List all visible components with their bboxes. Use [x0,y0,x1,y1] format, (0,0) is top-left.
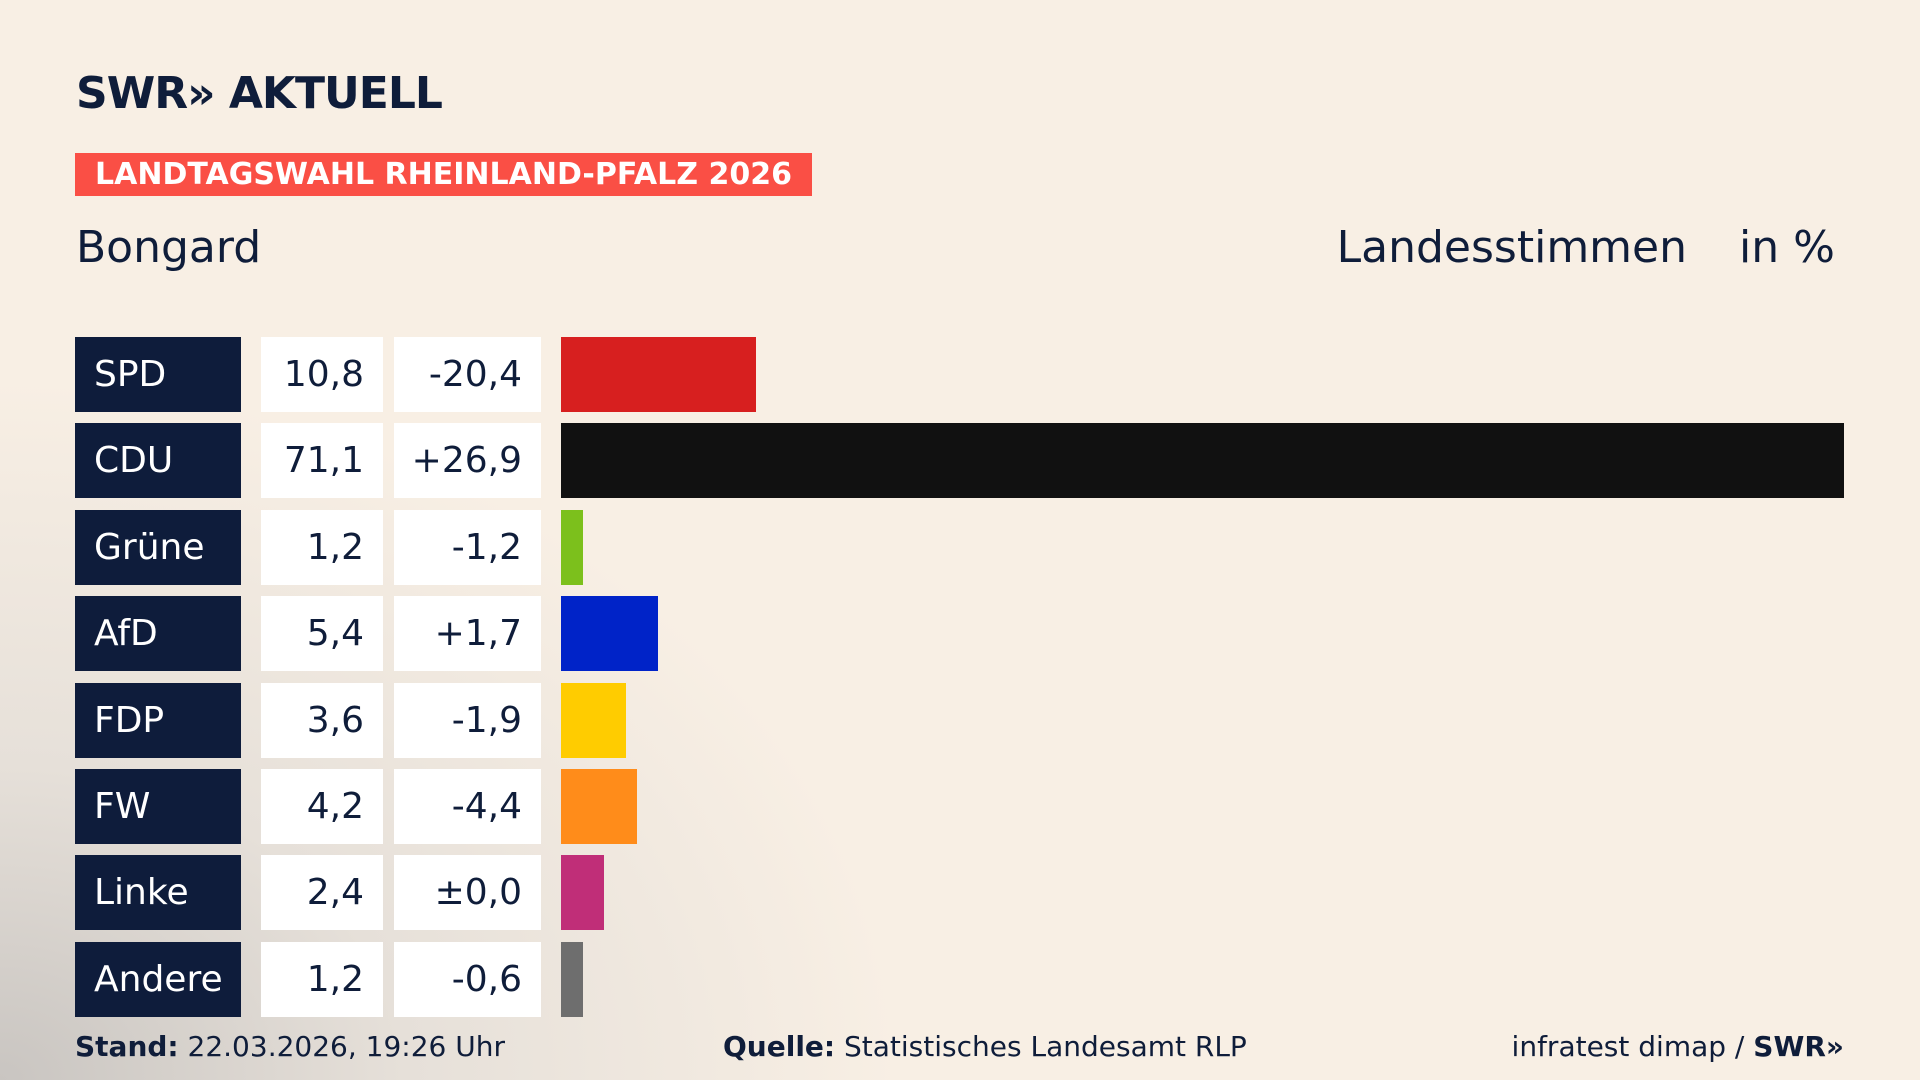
party-label: FDP [75,682,241,758]
stand-value: 22.03.2026, 19:26 Uhr [187,1030,505,1063]
bar [561,682,626,758]
value-label: 3,6 [261,682,383,758]
bar [561,941,583,1017]
source-value: Statistisches Landesamt RLP [844,1030,1247,1063]
source-label: Quelle: [723,1030,836,1063]
value-label: 1,2 [261,941,383,1017]
bar [561,509,583,585]
credit-chevrons: » [1825,1030,1844,1063]
party-label: Grüne [75,509,241,585]
place: Bongard [76,222,262,273]
party-label: CDU [75,423,241,499]
change-label: -1,2 [394,509,541,585]
party-label: SPD [75,337,241,412]
logo-text: SWR [76,68,188,119]
bar [561,596,659,672]
party-label: Linke [75,855,241,931]
value-label: 71,1 [261,423,383,499]
logo: SWR» AKTUELL [76,68,443,119]
value-label: 1,2 [261,509,383,585]
change-label: +1,7 [394,596,541,672]
logo-chevrons: » [187,68,215,119]
stand: Stand: 22.03.2026, 19:26 Uhr [75,1030,505,1063]
source: Quelle: Statistisches Landesamt RLP [723,1030,1247,1063]
change-label: -20,4 [394,337,541,412]
unit: in % [1739,222,1835,273]
banner: LANDTAGSWAHL RHEINLAND-PFALZ 2026 [75,153,812,196]
party-label: AfD [75,596,241,672]
change-label: +26,9 [394,423,541,499]
party-label: FW [75,769,241,844]
bar [561,423,1844,499]
bar [561,855,605,931]
party-label: Andere [75,941,241,1017]
value-label: 5,4 [261,596,383,672]
change-label: ±0,0 [394,855,541,931]
logo-suffix: AKTUELL [228,68,443,119]
credit: infratest dimap / SWR» [1512,1030,1844,1063]
bar [561,337,756,412]
bar [561,769,637,844]
credit-text: infratest dimap / [1511,1030,1745,1063]
change-label: -4,4 [394,769,541,844]
stand-label: Stand: [75,1030,179,1063]
measure: Landesstimmen [1336,222,1687,273]
value-label: 2,4 [261,855,383,931]
change-label: -0,6 [394,941,541,1017]
change-label: -1,9 [394,682,541,758]
credit-logo: SWR [1753,1030,1826,1063]
value-label: 4,2 [261,769,383,844]
value-label: 10,8 [261,337,383,412]
